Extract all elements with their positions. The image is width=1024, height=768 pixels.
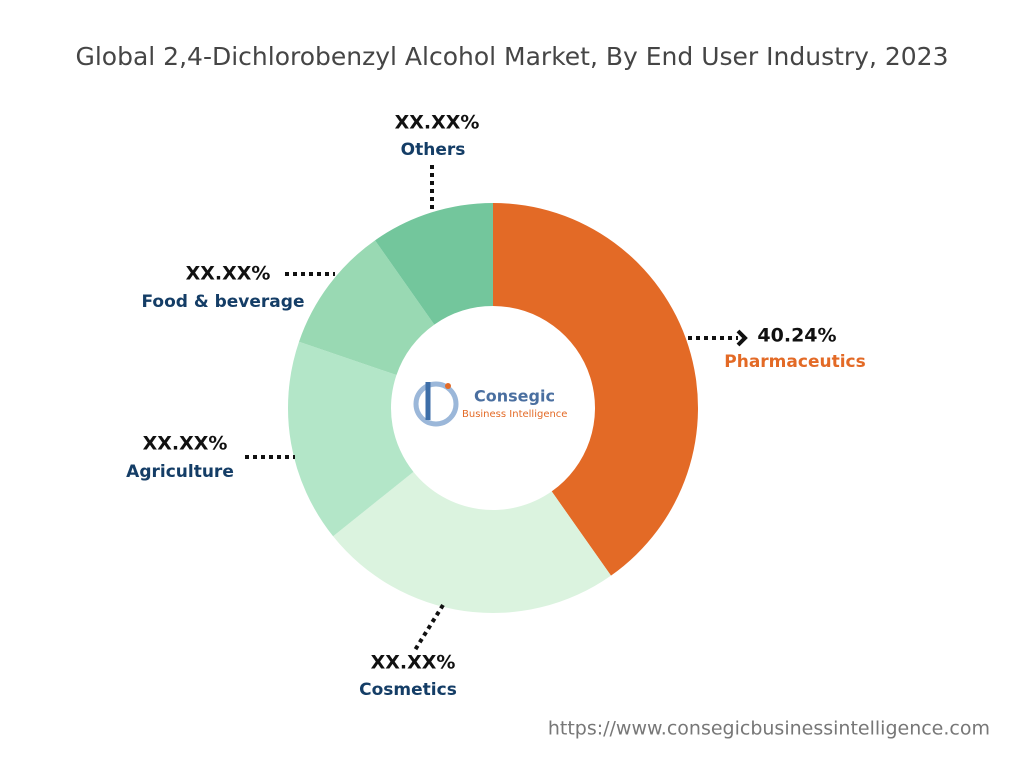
slice bbox=[493, 203, 698, 576]
category-label: Others bbox=[401, 140, 466, 160]
logo-name: Consegic bbox=[474, 387, 555, 406]
donut bbox=[288, 203, 698, 613]
value-label: XX.XX% bbox=[186, 263, 271, 285]
leader-line bbox=[413, 603, 445, 652]
logo-tagline: Business Intelligence bbox=[462, 409, 567, 420]
logo-icon bbox=[445, 383, 451, 389]
value-label: 40.24% bbox=[757, 325, 836, 347]
category-label: Pharmaceutics bbox=[724, 352, 865, 372]
slice bbox=[375, 203, 493, 325]
logo: Consegic Business Intelligence bbox=[413, 381, 567, 427]
category-label: Food & beverage bbox=[142, 292, 305, 312]
slice bbox=[288, 341, 414, 537]
value-label: XX.XX% bbox=[143, 433, 228, 455]
value-label: XX.XX% bbox=[395, 112, 480, 134]
slice bbox=[333, 471, 611, 613]
source-url: https://www.consegicbusinessintelligence… bbox=[548, 718, 990, 740]
leader-arrow bbox=[736, 329, 748, 347]
value-label: XX.XX% bbox=[371, 652, 456, 674]
slice bbox=[299, 240, 435, 376]
logo-icon bbox=[413, 381, 459, 427]
chart-title: Global 2,4-Dichlorobenzyl Alcohol Market… bbox=[75, 42, 948, 71]
category-label: Cosmetics bbox=[359, 680, 457, 700]
category-label: Agriculture bbox=[126, 462, 234, 482]
